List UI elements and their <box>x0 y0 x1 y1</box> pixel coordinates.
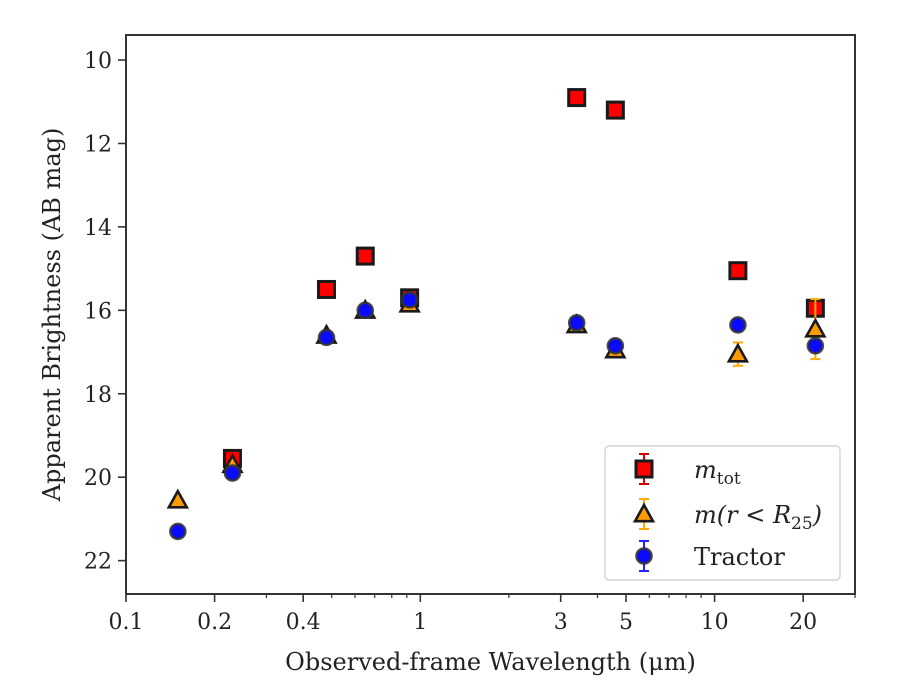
legend-label-main: Tractor <box>694 543 785 571</box>
legend-label-main: m <box>694 456 717 484</box>
legend-label-main: m(r < R <box>694 501 791 529</box>
y-tick-label: 16 <box>84 299 112 324</box>
legend: mtot m(r < R25) Tractor <box>604 445 841 581</box>
x-tick-label: 20 <box>789 610 817 635</box>
data-point-square-5 <box>605 100 625 120</box>
data-point-circle-0 <box>169 522 187 541</box>
y-tick-label: 20 <box>84 466 112 491</box>
axis-ticks: 0.1 0.2 0.4 1 3 5 10 20 10 12 14 16 18 20 22 <box>84 49 856 635</box>
data-point-circle-2 <box>317 328 336 347</box>
data-point-square-2 <box>355 246 375 266</box>
legend-label-subscript: 25 <box>791 514 813 534</box>
plot-frame <box>125 34 856 595</box>
x-tick-label: 3 <box>554 610 568 635</box>
y-tick-label: 12 <box>84 132 112 157</box>
data-point-triangle-7 <box>726 342 750 363</box>
y-axis-label: Apparent Brightness (AB mag) <box>38 128 66 503</box>
legend-marker-circle <box>635 547 653 565</box>
data-point-circle-6 <box>606 336 625 355</box>
data-point-triangle-8 <box>804 317 827 338</box>
y-tick-label: 22 <box>84 550 112 575</box>
data-point-circle-5 <box>567 314 586 332</box>
x-tick-label: 5 <box>619 610 633 635</box>
data-point-square-1 <box>316 279 336 299</box>
data-point-circle-8 <box>806 336 825 355</box>
data-point-square-4 <box>567 88 587 108</box>
x-tick-label: 0.4 <box>286 610 321 635</box>
x-tick-label: 0.2 <box>197 610 232 635</box>
y-tick-label: 14 <box>84 216 112 241</box>
plot-area <box>166 88 827 541</box>
legend-marker-square <box>634 459 654 479</box>
legend-label: mtot <box>694 456 741 489</box>
data-point-circle-4 <box>400 291 419 309</box>
data-point-triangle-0 <box>166 488 190 509</box>
legend-box <box>604 445 841 581</box>
series-circle <box>169 291 825 541</box>
data-point-circle-7 <box>729 316 747 334</box>
legend-label: m(r < R25) <box>694 501 822 534</box>
x-tick-label: 1 <box>413 610 427 635</box>
y-tick-label: 18 <box>84 383 112 408</box>
y-tick-label: 10 <box>84 49 112 74</box>
legend-marker-triangle <box>632 502 656 523</box>
legend-label-subscript: tot <box>717 469 741 489</box>
x-axis-label: Observed-frame Wavelength (μm) <box>285 648 696 676</box>
data-point-square-6 <box>728 261 748 281</box>
legend-label-tail: ) <box>812 501 822 529</box>
x-tick-label: 0.1 <box>109 610 144 635</box>
data-point-circle-3 <box>356 301 375 320</box>
x-tick-label: 10 <box>701 610 729 635</box>
legend-label: Tractor <box>694 543 785 571</box>
data-point-circle-1 <box>223 464 242 482</box>
